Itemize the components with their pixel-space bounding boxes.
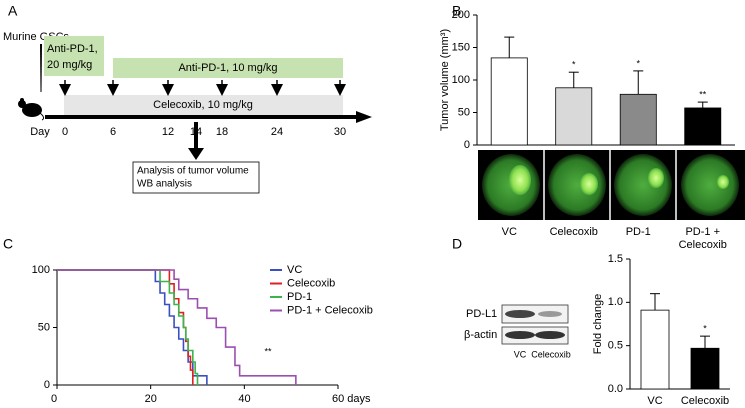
x-tick-label: PD-1 + Celecoxib — [678, 226, 727, 251]
x-tick-label: 20 — [145, 393, 157, 405]
drug-box — [64, 95, 343, 115]
bar — [490, 57, 528, 146]
y-tick-label: 100 — [32, 264, 50, 276]
y-tick-label: 150 — [452, 41, 470, 53]
panel-label: B — [452, 3, 461, 19]
significance: * — [636, 58, 640, 68]
analysis-box — [132, 161, 260, 194]
day-tick: 24 — [271, 126, 283, 138]
band-label: β-actin — [464, 329, 497, 341]
y-tick-label: 0.0 — [608, 383, 623, 395]
y-tick-label: 1.0 — [608, 296, 623, 308]
legend-label: VC — [287, 264, 302, 276]
legend-label: Celecoxib — [287, 277, 335, 289]
mouse-icon — [18, 98, 45, 121]
significance: ** — [699, 89, 707, 99]
significance: ** — [264, 346, 272, 356]
dose-arrows — [59, 80, 346, 96]
y-tick-label: 0 — [464, 139, 470, 151]
dose-label: 20 mg/kg — [47, 59, 92, 71]
day-tick: 0 — [62, 126, 68, 138]
survival-curve — [57, 269, 297, 385]
syringe — [40, 44, 42, 92]
panel-label: A — [8, 3, 18, 19]
significance: * — [572, 60, 576, 70]
timeline-head — [356, 111, 372, 123]
y-axis-label: Tumor volume (mm³) — [439, 29, 451, 131]
y-tick-label: 200 — [452, 9, 470, 21]
lane-label: Celecoxib — [531, 349, 571, 359]
x-tick-label: 60 days — [332, 393, 371, 405]
bar — [684, 107, 722, 146]
day-label: Day — [30, 126, 50, 138]
dose-box — [113, 58, 343, 78]
bar — [555, 87, 593, 146]
drug-label: Celecoxib, 10 mg/kg — [153, 99, 253, 111]
analysis-text: WB analysis — [137, 179, 192, 190]
day-tick: 18 — [216, 126, 228, 138]
panel-label: D — [452, 236, 462, 252]
dose-label: Anti-PD-1, — [47, 43, 98, 55]
panel-label: C — [3, 236, 13, 252]
bar — [619, 93, 657, 146]
brain-images — [478, 150, 745, 220]
dose-label: Anti-PD-1, 10 mg/kg — [178, 62, 277, 74]
legend-label: PD-1 + Celecoxib — [287, 304, 373, 316]
blot-image — [501, 304, 569, 345]
y-tick-label: 0 — [44, 379, 50, 391]
day-tick: 12 — [162, 126, 174, 138]
x-tick-label: 0 — [51, 393, 57, 405]
y-axis-label: Fold change — [592, 294, 604, 355]
significance: * — [703, 324, 707, 334]
x-tick-label: Celecoxib — [681, 395, 729, 407]
bar — [690, 347, 720, 390]
y-tick-label: 100 — [452, 74, 470, 86]
dose-box — [44, 36, 104, 76]
survival-curve — [57, 269, 199, 385]
bar — [640, 309, 670, 390]
x-tick-label: VC — [501, 226, 517, 238]
lane-label: VC — [514, 349, 527, 359]
survival-curve — [57, 269, 194, 385]
x-tick-label: PD-1 — [625, 226, 651, 238]
y-tick-label: 50 — [458, 106, 470, 118]
x-tick-label: 40 — [238, 393, 250, 405]
analysis-arrow-head — [188, 148, 204, 160]
y-tick-label: 1.5 — [608, 253, 623, 265]
legend-label: PD-1 — [287, 291, 312, 303]
day-tick: 6 — [110, 126, 116, 138]
y-tick-label: 0.5 — [608, 340, 623, 352]
x-tick-label: Celecoxib — [549, 226, 598, 238]
day-tick: 30 — [334, 126, 346, 138]
analysis-text: Analysis of tumor volume — [137, 166, 249, 177]
y-tick-label: 50 — [38, 321, 50, 333]
x-tick-label: VC — [647, 395, 662, 407]
band-label: PD-L1 — [466, 308, 497, 320]
